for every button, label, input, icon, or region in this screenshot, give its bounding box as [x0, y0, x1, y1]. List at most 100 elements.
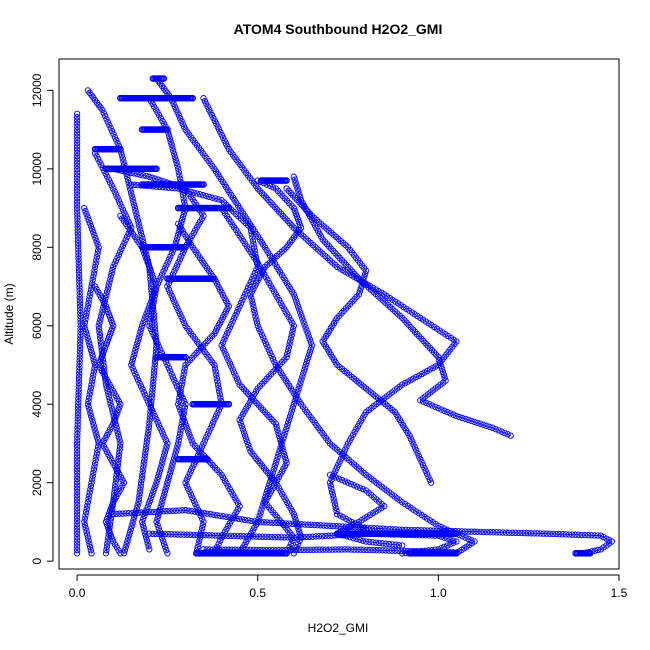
- data-point: [167, 289, 174, 296]
- data-point: [135, 496, 143, 503]
- data-point: [83, 331, 90, 338]
- data-point: [249, 275, 256, 283]
- data-point: [129, 195, 136, 202]
- data-point: [432, 403, 439, 410]
- data-point: [575, 531, 582, 538]
- data-point: [73, 175, 81, 183]
- data-point: [281, 453, 289, 461]
- data-point: [88, 550, 95, 557]
- data-point: [350, 482, 358, 489]
- data-point: [73, 440, 81, 447]
- data-point: [294, 185, 301, 192]
- data-point: [75, 259, 82, 266]
- data-point: [91, 425, 98, 432]
- data-point: [562, 531, 570, 538]
- data-point: [133, 343, 140, 351]
- data-point: [206, 193, 213, 201]
- data-point: [107, 276, 114, 283]
- data-point: [299, 373, 306, 380]
- data-point: [142, 392, 149, 399]
- data-point: [163, 508, 170, 515]
- data-point: [300, 370, 307, 377]
- data-point: [73, 443, 81, 450]
- data-point: [106, 529, 114, 537]
- data-point: [103, 543, 111, 551]
- data-point: [341, 478, 349, 485]
- data-point: [73, 117, 81, 124]
- data-point: [88, 381, 95, 388]
- data-point: [462, 415, 469, 423]
- data-point: [105, 390, 112, 398]
- data-point: [88, 413, 95, 420]
- data-point: [85, 495, 92, 503]
- data-point: [73, 162, 81, 170]
- data-point: [291, 513, 298, 521]
- data-point: [104, 513, 112, 520]
- data-point: [344, 440, 352, 447]
- data-point: [73, 446, 81, 454]
- data-point: [213, 374, 220, 382]
- data-point: [135, 499, 142, 506]
- data-point: [292, 516, 299, 524]
- data-point: [87, 482, 95, 490]
- data-point: [164, 550, 171, 557]
- data-point: [179, 250, 186, 257]
- data-point: [154, 419, 161, 426]
- data-point: [152, 289, 159, 297]
- data-point: [157, 425, 164, 432]
- data-point: [84, 401, 92, 408]
- data-point: [212, 413, 220, 420]
- data-point: [73, 521, 81, 528]
- data-point: [278, 534, 285, 541]
- data-point: [223, 513, 230, 520]
- data-point: [142, 448, 149, 456]
- data-point: [160, 268, 167, 275]
- data-point: [93, 450, 101, 457]
- data-point: [73, 114, 81, 121]
- data-point: [172, 156, 179, 163]
- data-point: [359, 279, 366, 286]
- data-point: [372, 539, 380, 546]
- data-point: [89, 276, 96, 284]
- series-line: [131, 184, 295, 554]
- data-point: [441, 407, 448, 414]
- data-point: [392, 541, 399, 548]
- data-point: [146, 420, 153, 427]
- data-point: [287, 540, 295, 548]
- data-point: [307, 546, 314, 553]
- data-point: [216, 512, 224, 519]
- data-point: [149, 306, 156, 313]
- data-point: [171, 153, 179, 160]
- profile-series: [153, 75, 316, 557]
- data-point: [328, 485, 335, 493]
- data-point: [168, 141, 175, 148]
- data-point: [333, 523, 340, 530]
- data-point: [181, 404, 188, 411]
- data-point: [116, 510, 123, 517]
- data-point: [109, 501, 116, 509]
- data-point: [363, 546, 371, 554]
- data-point: [315, 533, 323, 540]
- data-point: [153, 283, 160, 290]
- data-point: [169, 461, 176, 468]
- data-point: [280, 447, 287, 455]
- data-point: [131, 204, 139, 212]
- data-point: [297, 546, 305, 554]
- data-point: [275, 429, 282, 437]
- data-point: [296, 306, 303, 313]
- data-point: [140, 461, 147, 468]
- data-point: [244, 284, 252, 292]
- data-point: [286, 413, 294, 420]
- data-point: [117, 401, 124, 408]
- data-point: [107, 400, 114, 407]
- data-point: [183, 482, 190, 489]
- data-point: [180, 319, 188, 326]
- data-point: [215, 384, 222, 392]
- data-point: [173, 238, 180, 245]
- data-point: [82, 328, 90, 335]
- data-point: [253, 266, 260, 274]
- data-point: [129, 364, 136, 372]
- data-point: [200, 440, 207, 447]
- data-point: [296, 382, 303, 389]
- data-point: [165, 476, 172, 483]
